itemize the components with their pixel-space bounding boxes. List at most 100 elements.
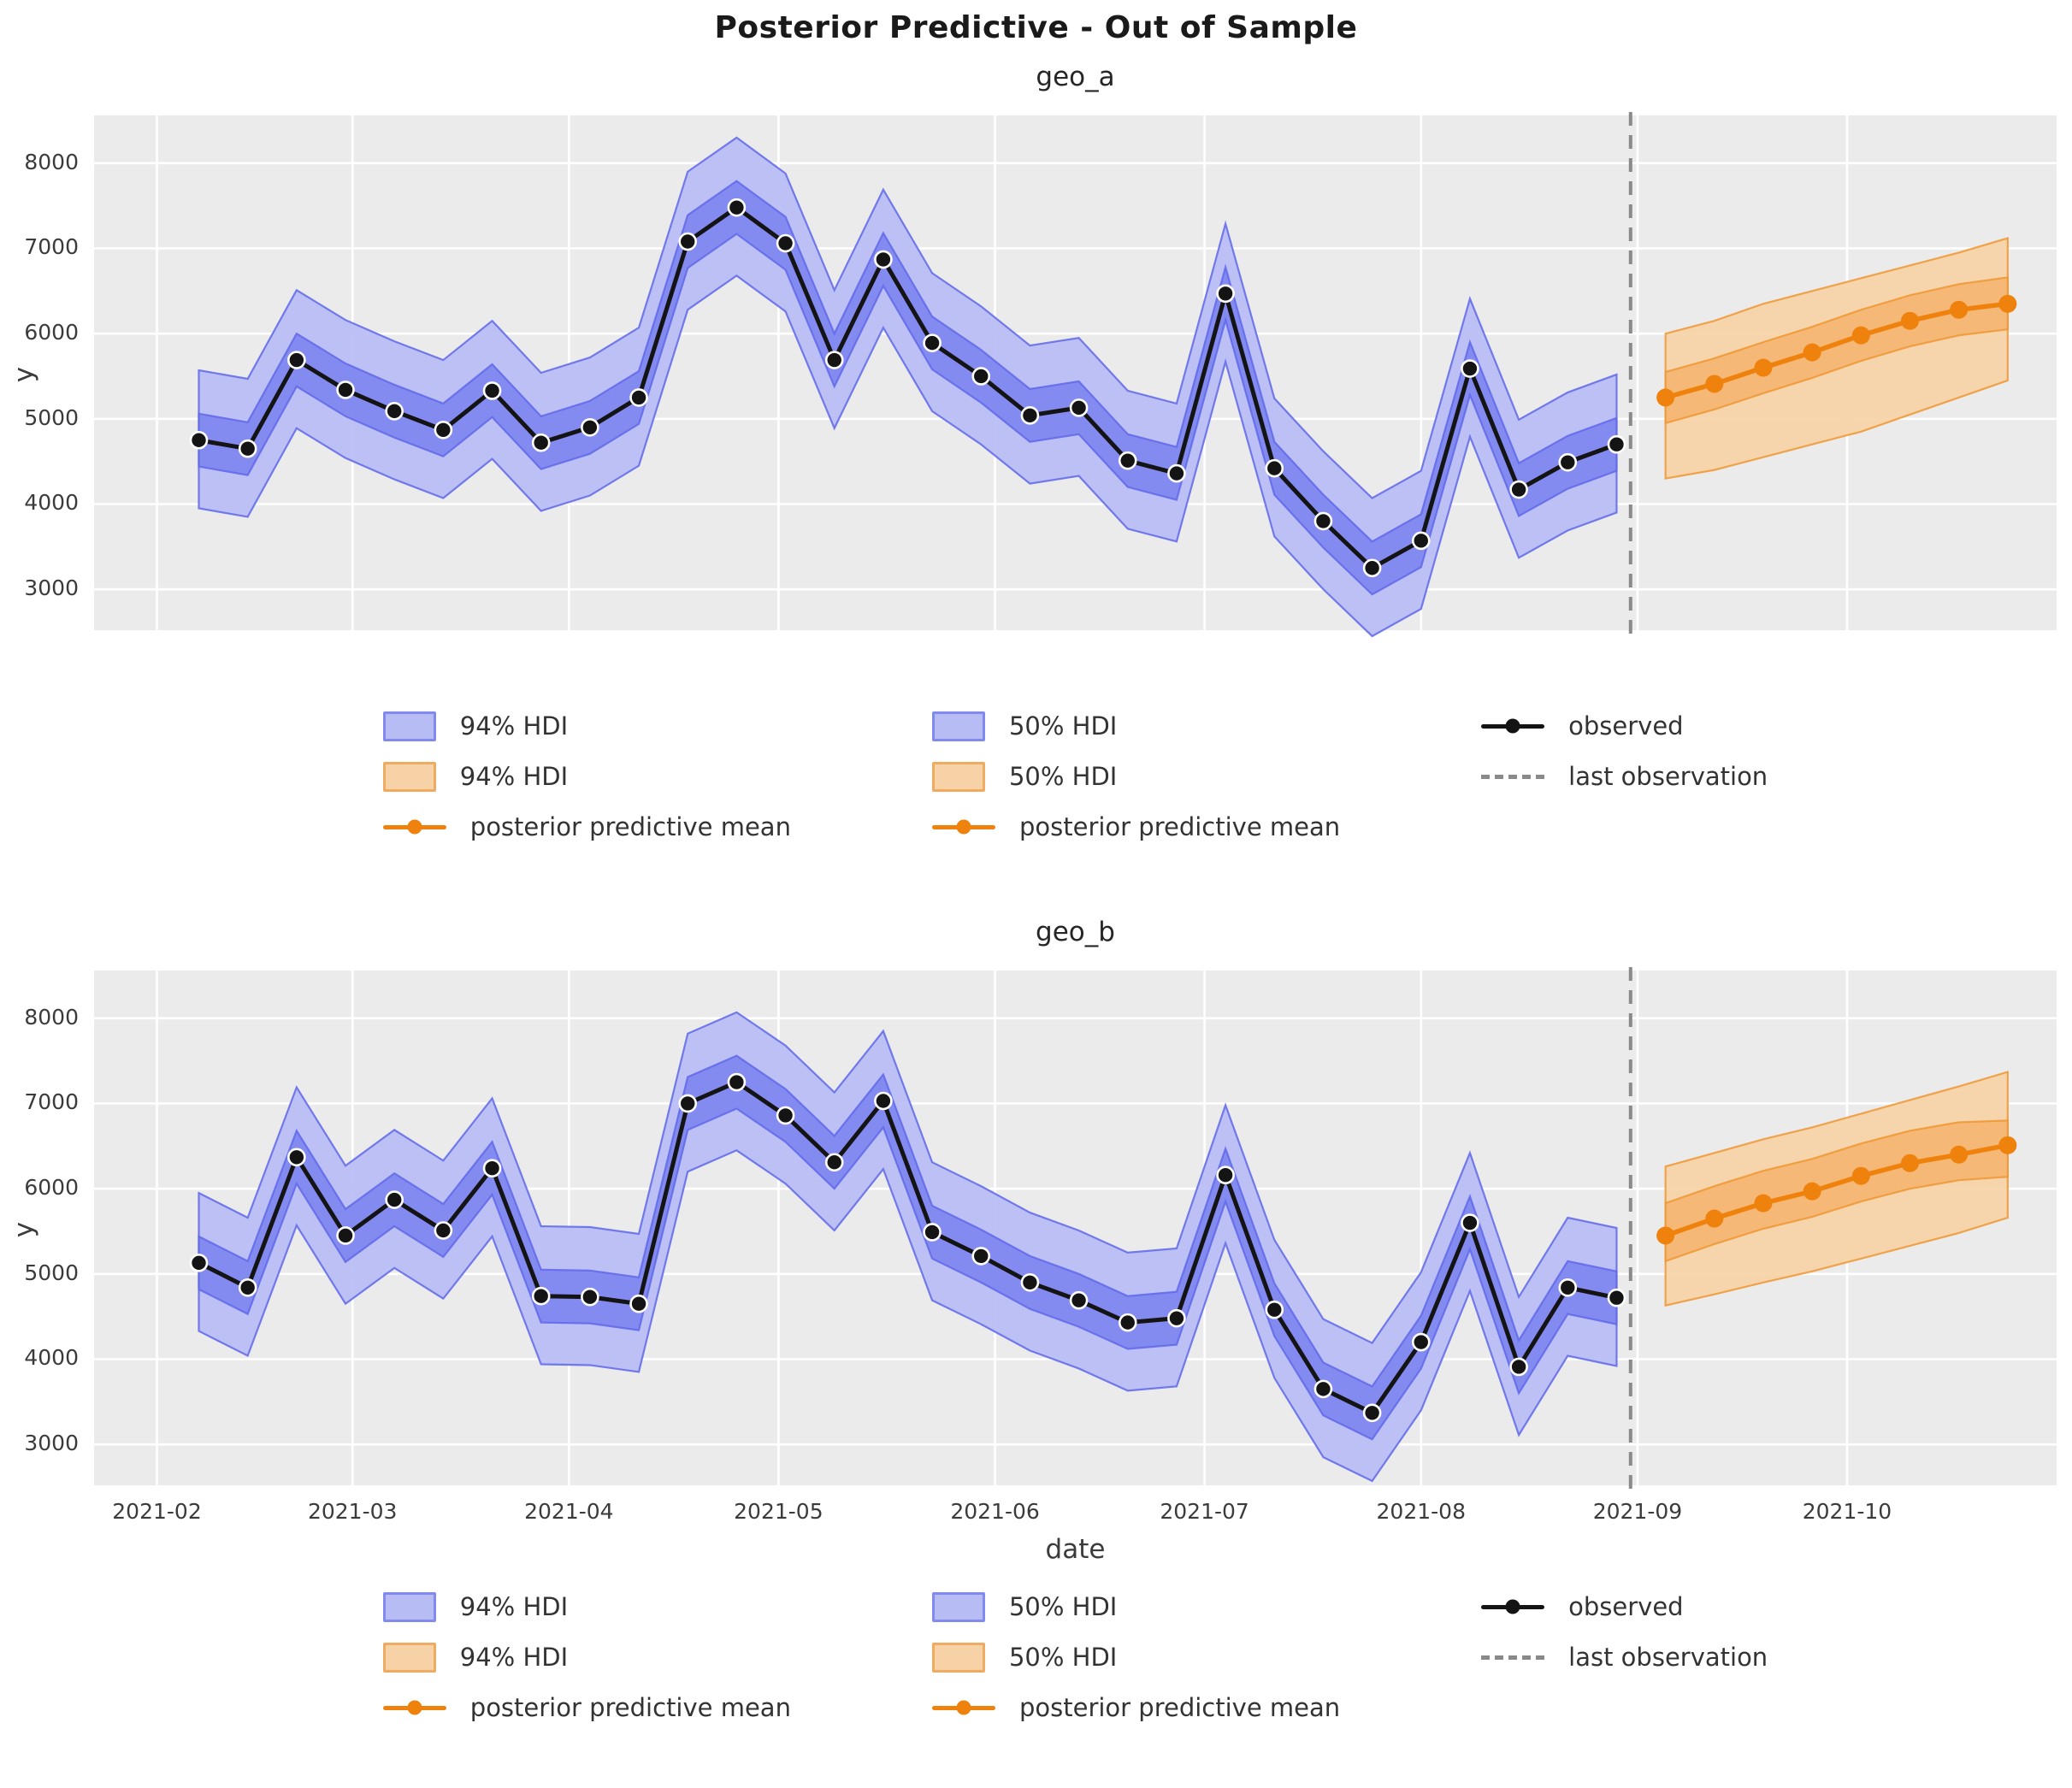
legend-item-hdi50-insample: 50% HDI — [931, 1587, 1340, 1626]
legend-geo-a: 94% HDI 94% HDI posterior predictive mea… — [94, 706, 2057, 847]
legend-item-hdi94-insample: 94% HDI — [382, 1587, 791, 1626]
observed-point — [1509, 1357, 1528, 1377]
x-tick-label: 2021-04 — [524, 1499, 614, 1524]
observed-point — [776, 233, 795, 253]
x-tick-label: 2021-07 — [1160, 1499, 1249, 1524]
legend-label: 94% HDI — [459, 711, 569, 741]
posterior-predictive-mean-point — [1998, 294, 2017, 313]
observed-point — [1265, 1300, 1284, 1319]
observed-point — [874, 1091, 893, 1111]
legend-column-1: 94% HDI 94% HDI posterior predictive mea… — [382, 1587, 791, 1727]
legend-item-hdi94-insample: 94% HDI — [382, 706, 791, 746]
observed-point — [971, 1247, 991, 1266]
legend-label: 94% HDI — [459, 1592, 569, 1621]
observed-point — [1313, 1379, 1333, 1399]
observed-line-icon — [1481, 1599, 1545, 1614]
legend-label: posterior predictive mean — [469, 812, 791, 841]
observed-point — [482, 381, 502, 400]
legend-label: 50% HDI — [1008, 1592, 1118, 1621]
observed-point — [776, 1106, 795, 1125]
observed-point — [1167, 463, 1186, 483]
last-observation-dash-icon — [1481, 1655, 1545, 1660]
legend-column-1: 94% HDI 94% HDI posterior predictive mea… — [382, 706, 791, 847]
hdi94-forecast-swatch — [382, 761, 436, 792]
legend-item-pp-mean: posterior predictive mean — [382, 1688, 791, 1727]
observed-point — [1558, 1278, 1578, 1297]
pp-mean-line-icon — [931, 1700, 995, 1715]
hdi50-band-insample — [198, 1054, 1618, 1441]
x-tick-label: 2021-03 — [307, 1499, 398, 1524]
x-tick-label: 2021-10 — [1802, 1499, 1892, 1524]
observed-point — [678, 232, 698, 251]
observed-point — [434, 1221, 453, 1240]
legend-item-pp-mean: posterior predictive mean — [931, 1688, 1341, 1727]
observed-point — [1509, 480, 1528, 499]
observed-point — [287, 351, 306, 369]
x-tick-label: 2021-05 — [734, 1499, 823, 1524]
legend-label: last observation — [1568, 762, 1768, 791]
legend-label: posterior predictive mean — [1018, 1693, 1341, 1722]
legend-label: last observation — [1568, 1643, 1768, 1672]
figure-title: Posterior Predictive - Out of Sample — [714, 10, 1358, 45]
plot-area-geo-b — [94, 967, 2057, 1489]
observed-point — [923, 1223, 942, 1242]
observed-point — [385, 402, 404, 421]
legend-item-last-observation: last observation — [1481, 757, 1768, 796]
observed-dot-icon — [1505, 718, 1520, 734]
hdi50-insample-swatch — [931, 1591, 985, 1622]
legend-label: 94% HDI — [459, 1643, 569, 1672]
observed-point — [1020, 406, 1040, 425]
observed-point — [287, 1148, 306, 1167]
observed-point — [1216, 284, 1235, 304]
posterior-predictive-mean-point — [1900, 311, 1919, 330]
legend-label: 50% HDI — [1008, 711, 1118, 741]
legend-item-hdi50-insample: 50% HDI — [931, 706, 1340, 746]
posterior-predictive-mean-point — [1656, 388, 1675, 407]
observed-point — [824, 351, 844, 369]
observed-point — [1461, 1213, 1479, 1232]
y-tick-label: 4000 — [24, 1345, 79, 1371]
observed-point — [581, 1287, 599, 1307]
observed-point — [1313, 511, 1333, 531]
legend-item-last-observation: last observation — [1481, 1638, 1768, 1677]
hdi94-band-insample — [198, 1011, 1618, 1483]
observed-point — [874, 250, 893, 269]
observed-point — [385, 1190, 404, 1209]
y-tick-label: 3000 — [24, 1431, 79, 1456]
hdi50-forecast-swatch — [931, 1642, 985, 1673]
observed-point — [238, 1278, 257, 1297]
posterior-predictive-mean-point — [1950, 300, 1969, 319]
y-tick-label: 4000 — [24, 490, 79, 516]
posterior-predictive-mean-point — [1851, 1166, 1870, 1185]
legend-item-pp-mean: posterior predictive mean — [382, 807, 791, 847]
posterior-predictive-mean-point — [1803, 343, 1821, 362]
y-axis-label-geo-a: y — [9, 366, 39, 383]
legend-column-3: observed last observation — [1481, 1587, 1768, 1727]
legend-label: posterior predictive mean — [469, 1693, 791, 1722]
posterior-predictive-mean-point — [1705, 375, 1724, 393]
hdi50-band-insample — [198, 180, 1618, 596]
posterior-predictive-mean-point — [1656, 1226, 1675, 1245]
x-tick-label: 2021-09 — [1592, 1499, 1683, 1524]
observed-point — [727, 198, 747, 217]
y-tick-label: 5000 — [24, 1260, 79, 1285]
observed-point — [1167, 1308, 1186, 1328]
legend-label: posterior predictive mean — [1018, 812, 1341, 841]
y-axis-label-geo-b: y — [9, 1221, 39, 1238]
observed-point — [189, 430, 209, 450]
x-tick-label: 2021-06 — [950, 1499, 1040, 1524]
observed-point — [629, 1294, 648, 1313]
x-axis-label: date — [1045, 1534, 1106, 1565]
pp-mean-line-icon — [382, 819, 446, 835]
pp-mean-line-icon — [382, 1700, 446, 1715]
observed-point — [923, 333, 942, 352]
chart-geo-b — [94, 967, 2057, 1489]
legend-label: observed — [1568, 711, 1684, 741]
observed-point — [482, 1159, 502, 1178]
observed-point — [1118, 451, 1137, 470]
observed-point — [1411, 531, 1431, 551]
legend-item-hdi94-forecast: 94% HDI — [382, 1638, 791, 1677]
legend-label: observed — [1568, 1592, 1684, 1621]
posterior-predictive-mean-point — [1803, 1182, 1821, 1201]
legend-geo-b: 94% HDI 94% HDI posterior predictive mea… — [94, 1587, 2057, 1727]
